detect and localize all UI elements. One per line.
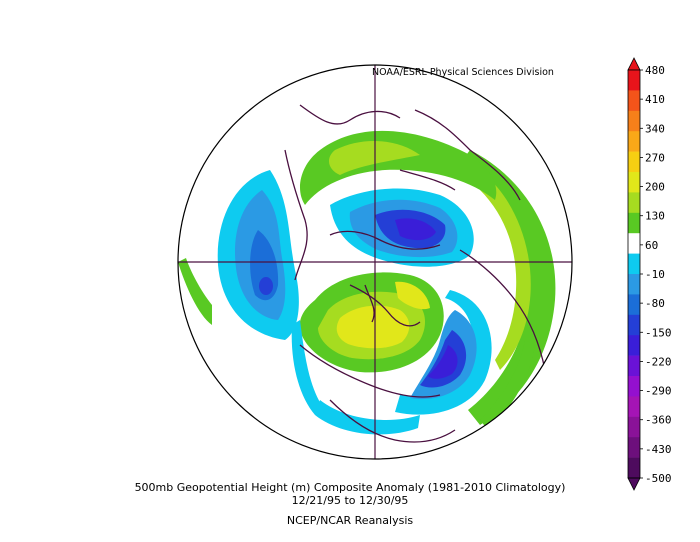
caption-title: 500mb Geopotential Height (m) Composite … [134, 481, 566, 494]
colorbar-label: 410 [645, 93, 665, 106]
colorbar: 480 410 340 270 200 130 60 -10 -80 -150 -220 -290 -3… [627, 57, 672, 491]
colorbar-swatch [628, 253, 640, 275]
colorbar-top-arrow [627, 57, 641, 71]
colorbar-swatch [628, 437, 640, 458]
colorbar-swatch [628, 294, 640, 316]
colorbar-label: 60 [645, 239, 658, 252]
colorbar-swatch [628, 376, 640, 397]
colorbar-label: -430 [645, 443, 672, 456]
colorbar-label: -150 [645, 326, 672, 339]
colorbar-swatch [628, 110, 640, 132]
colorbar-label: 130 [645, 210, 665, 223]
colorbar-swatch [628, 212, 640, 234]
credit-text: NOAA/ESRL Physical Sciences Division [372, 67, 554, 78]
colorbar-swatch [628, 355, 640, 377]
colorbar-label: -360 [645, 414, 672, 427]
negative-anomaly-eastern-us [395, 290, 492, 415]
colorbar-label: 340 [645, 122, 665, 135]
colorbar-swatch [628, 457, 640, 479]
colorbar-label: 480 [645, 64, 665, 77]
colorbar-swatch [628, 151, 640, 173]
colorbar-label: -290 [645, 385, 672, 398]
colorbar-swatch [628, 233, 640, 254]
colorbar-label: 270 [645, 151, 665, 164]
colorbar-swatch [628, 131, 640, 152]
colorbar-swatch [628, 90, 640, 112]
colorbar-swatch [628, 335, 640, 356]
colorbar-swatch [628, 416, 640, 438]
colorbar-label: -500 [645, 472, 672, 485]
colorbar-label: -220 [645, 355, 672, 368]
colorbar-label: -10 [645, 268, 665, 281]
colorbar-swatch [628, 314, 640, 336]
colorbar-label: 200 [645, 181, 665, 194]
colorbar-swatch [628, 192, 640, 214]
caption-source: NCEP/NCAR Reanalysis [286, 514, 414, 527]
colorbar-swatch [628, 172, 640, 193]
colorbar-label: -80 [645, 297, 665, 310]
map-border [177, 64, 573, 460]
colorbar-swatch [628, 396, 640, 418]
caption-dates: 12/21/95 to 12/30/95 [291, 494, 409, 507]
colorbar-swatch [628, 274, 640, 295]
colorbar-swatch [628, 70, 640, 91]
